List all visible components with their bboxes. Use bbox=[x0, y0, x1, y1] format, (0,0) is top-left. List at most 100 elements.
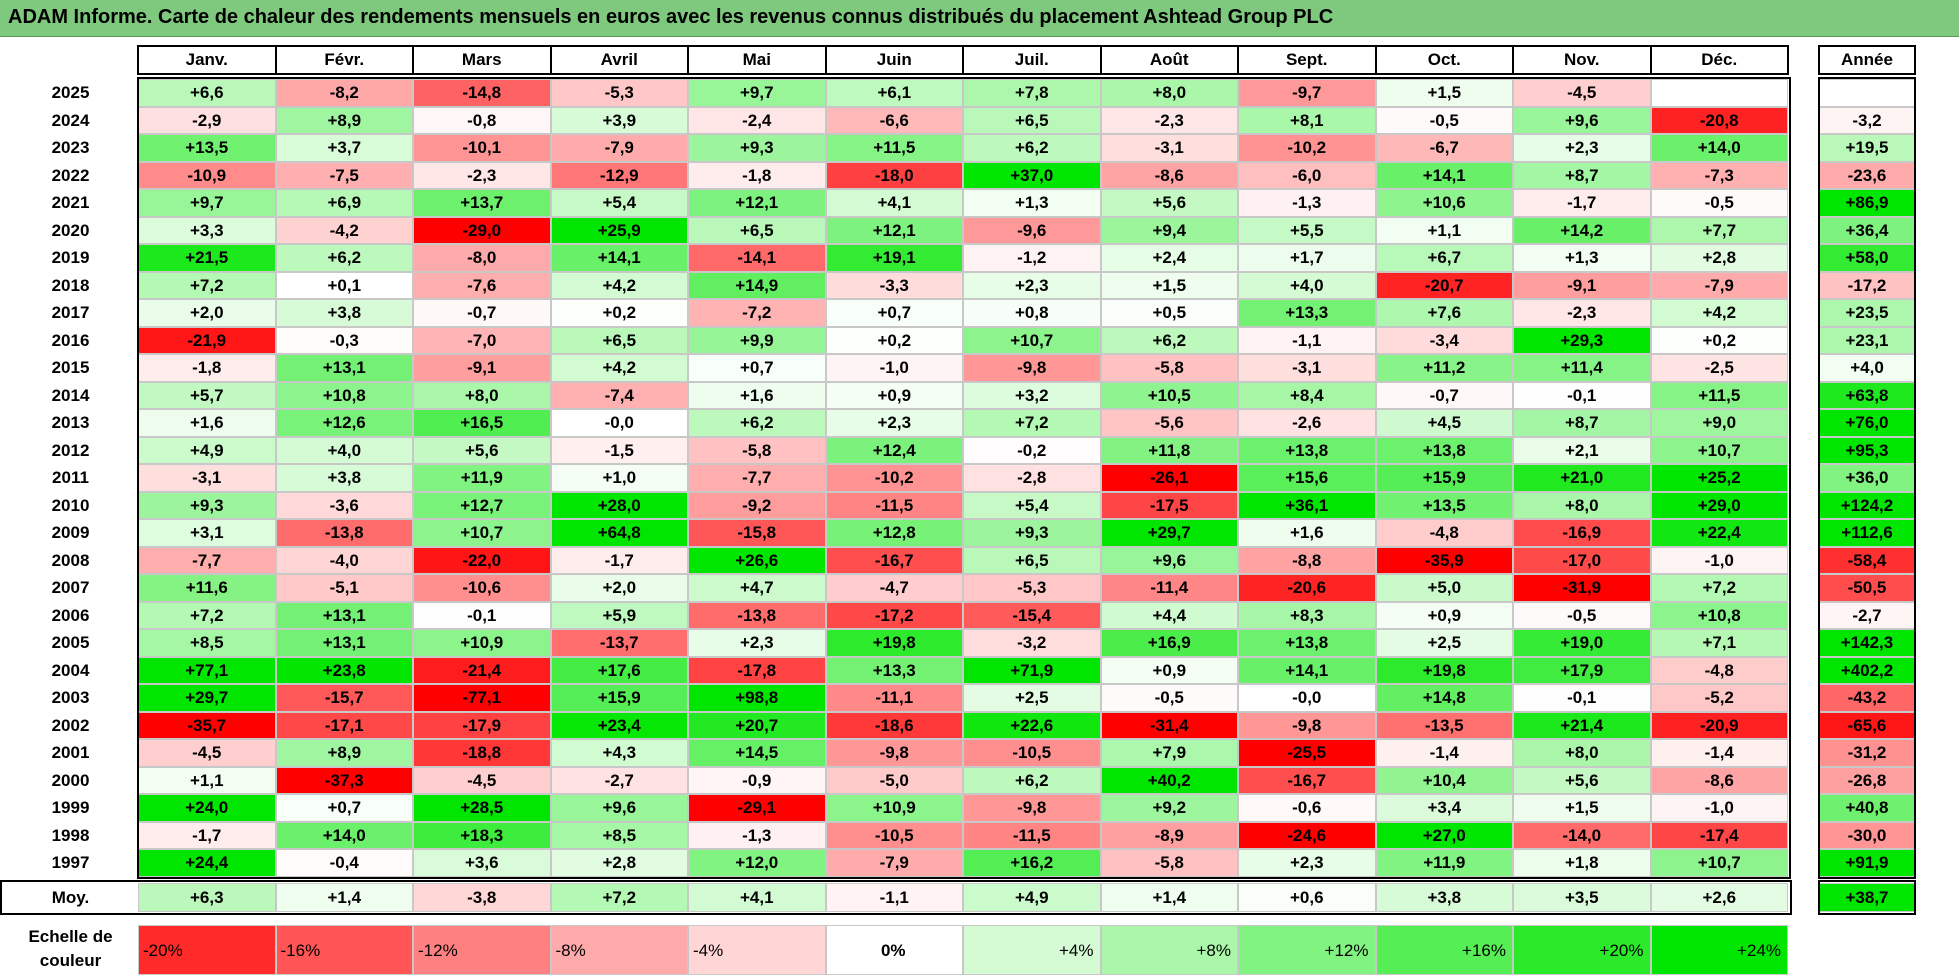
heatmap-cell: +12,7 bbox=[413, 491, 551, 519]
heatmap-cell: +7,9 bbox=[1100, 739, 1238, 767]
heatmap-cell: -25,5 bbox=[1238, 739, 1376, 767]
heatmap-cell: +11,9 bbox=[1375, 849, 1513, 877]
year-label: 1999 bbox=[51, 798, 90, 817]
heatmap-cell: -0,1 bbox=[413, 601, 551, 629]
heatmap-cell: +10,7 bbox=[1650, 849, 1788, 877]
heatmap-cell: +28,5 bbox=[413, 794, 551, 822]
year-label: 2005 bbox=[51, 633, 90, 652]
heatmap-cell: +3,3 bbox=[138, 216, 276, 244]
month-header: Juil. bbox=[962, 45, 1102, 75]
heatmap-cell: +9,7 bbox=[688, 79, 826, 107]
heatmap-cell: -6,0 bbox=[1238, 161, 1376, 189]
heatmap-cell: +29,0 bbox=[1650, 491, 1788, 519]
heatmap-cell: +6,5 bbox=[688, 216, 826, 244]
heatmap-cell: +1,0 bbox=[550, 464, 688, 492]
heatmap-cell: -0,5 bbox=[1375, 106, 1513, 134]
heatmap-cell: -5,6 bbox=[1100, 409, 1238, 437]
heatmap-cell: +13,8 bbox=[1375, 436, 1513, 464]
heatmap-cell: +2,4 bbox=[1100, 244, 1238, 272]
heatmap-cell: +12,6 bbox=[275, 409, 413, 437]
heatmap-cell: -0,8 bbox=[413, 106, 551, 134]
heatmap-cell: +24,0 bbox=[138, 794, 276, 822]
heatmap-cell: +0,5 bbox=[1100, 299, 1238, 327]
month-header: Févr. bbox=[274, 45, 414, 75]
heatmap-cell: -3,2 bbox=[963, 629, 1101, 657]
heatmap-cell: +9,3 bbox=[138, 491, 276, 519]
heatmap-cell: -17,0 bbox=[1513, 546, 1651, 574]
heatmap-cell: -7,0 bbox=[413, 326, 551, 354]
annual-cell: -2,7 bbox=[1819, 601, 1915, 629]
heatmap-cell: -2,3 bbox=[413, 161, 551, 189]
annual-cell: -23,6 bbox=[1819, 161, 1915, 189]
heatmap-cell: +36,1 bbox=[1238, 491, 1376, 519]
heatmap-cell: -0,5 bbox=[1650, 189, 1788, 217]
heatmap-cell: +1,1 bbox=[1375, 216, 1513, 244]
heatmap-cell: -0,5 bbox=[1100, 684, 1238, 712]
heatmap-cell: +0,9 bbox=[1375, 601, 1513, 629]
heatmap-cell: +9,7 bbox=[138, 189, 276, 217]
year-label: 2025 bbox=[51, 83, 90, 102]
heatmap-cell: +8,0 bbox=[1100, 79, 1238, 107]
heatmap-cell: -0,2 bbox=[963, 436, 1101, 464]
heatmap-cell: +12,4 bbox=[825, 436, 963, 464]
heatmap-cell: +2,0 bbox=[138, 299, 276, 327]
heatmap-cell: +8,4 bbox=[1238, 381, 1376, 409]
heatmap-cell: -1,5 bbox=[550, 436, 688, 464]
annual-cell: -43,2 bbox=[1819, 684, 1915, 712]
year-label: 2023 bbox=[51, 138, 90, 157]
heatmap-cell: +1,6 bbox=[138, 409, 276, 437]
heatmap-cell: -0,1 bbox=[1513, 381, 1651, 409]
heatmap-cell: +4,3 bbox=[550, 739, 688, 767]
heatmap-cell: -10,2 bbox=[1238, 134, 1376, 162]
scale-swatch: +4% bbox=[963, 925, 1101, 975]
heatmap-cell: +7,1 bbox=[1650, 629, 1788, 657]
heatmap-cell: -20,7 bbox=[1375, 271, 1513, 299]
scale-swatch: +16% bbox=[1375, 925, 1513, 975]
heatmap-cell: +4,1 bbox=[825, 189, 963, 217]
annual-cell: +112,6 bbox=[1819, 519, 1915, 547]
heatmap-cell: -11,5 bbox=[963, 821, 1101, 849]
annual-cell: +36,0 bbox=[1819, 464, 1915, 492]
heatmap-cell: +14,5 bbox=[688, 739, 826, 767]
heatmap-cell: +11,9 bbox=[413, 464, 551, 492]
annual-cell: +91,9 bbox=[1819, 849, 1915, 877]
heatmap-cell: -7,7 bbox=[688, 464, 826, 492]
heatmap-cell: +26,6 bbox=[688, 546, 826, 574]
average-cell: +4,1 bbox=[688, 882, 826, 912]
heatmap-cell: +13,8 bbox=[1238, 436, 1376, 464]
heatmap-cell: +18,3 bbox=[413, 821, 551, 849]
heatmap-cell: -7,9 bbox=[825, 849, 963, 877]
heatmap-cell: +13,8 bbox=[1238, 629, 1376, 657]
heatmap-cell: -3,1 bbox=[1100, 134, 1238, 162]
heatmap-cell: +8,9 bbox=[275, 106, 413, 134]
annual-cell: +63,8 bbox=[1819, 381, 1915, 409]
heatmap-cell: -14,1 bbox=[688, 244, 826, 272]
year-label: 2021 bbox=[51, 193, 90, 212]
heatmap-cell: +29,7 bbox=[1100, 519, 1238, 547]
heatmap-cell: -5,8 bbox=[1100, 849, 1238, 877]
heatmap-cell: +1,6 bbox=[1238, 519, 1376, 547]
heatmap-cell: +22,4 bbox=[1650, 519, 1788, 547]
heatmap-cell: +23,8 bbox=[275, 656, 413, 684]
heatmap-cell: -4,8 bbox=[1650, 656, 1788, 684]
heatmap-cell: +21,0 bbox=[1513, 464, 1651, 492]
heatmap-cell: +20,7 bbox=[688, 711, 826, 739]
heatmap-cell: +16,2 bbox=[963, 849, 1101, 877]
heatmap-cell: -17,8 bbox=[688, 656, 826, 684]
heatmap-cell: +6,6 bbox=[138, 79, 276, 107]
heatmap-cell: +4,9 bbox=[138, 436, 276, 464]
heatmap-cell: +2,5 bbox=[963, 684, 1101, 712]
heatmap-cell: +13,5 bbox=[1375, 491, 1513, 519]
scale-label: Echelle de couleur bbox=[28, 927, 113, 970]
year-label: 2007 bbox=[51, 578, 90, 597]
heatmap-cell: -1,2 bbox=[963, 244, 1101, 272]
heatmap-cell: -21,4 bbox=[413, 656, 551, 684]
heatmap-cell: -35,9 bbox=[1375, 546, 1513, 574]
heatmap-cell: -14,0 bbox=[1513, 821, 1651, 849]
heatmap-cell: +5,6 bbox=[1513, 766, 1651, 794]
heatmap-cell: +14,1 bbox=[550, 244, 688, 272]
heatmap-cell: -2,3 bbox=[1513, 299, 1651, 327]
heatmap-cell: +7,8 bbox=[963, 79, 1101, 107]
year-label: 2013 bbox=[51, 413, 90, 432]
heatmap-cell: +14,8 bbox=[1375, 684, 1513, 712]
